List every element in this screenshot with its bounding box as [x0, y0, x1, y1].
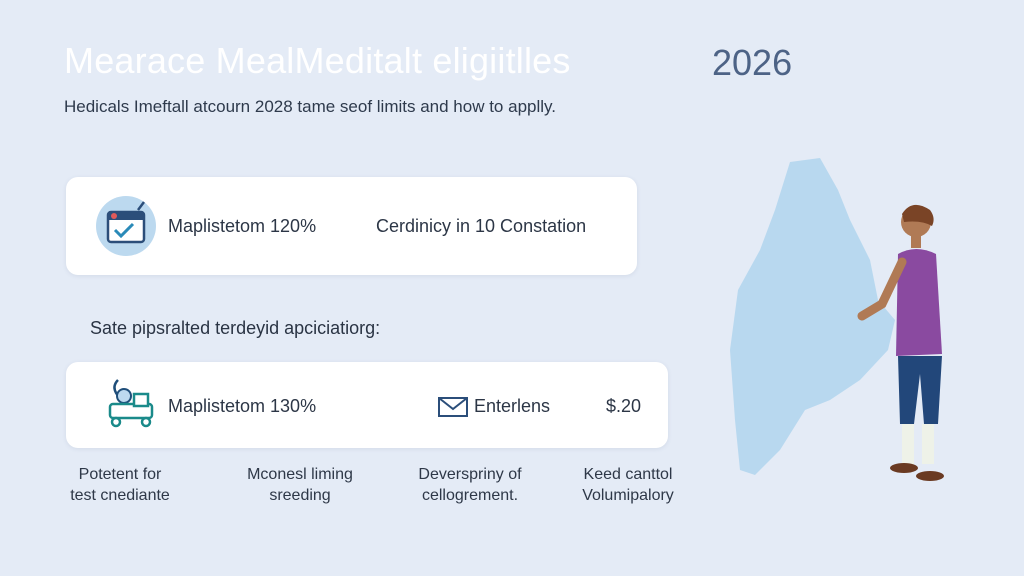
vehicle-icon [108, 379, 154, 428]
footer-line: Keed canttol [583, 466, 673, 483]
mail-icon [438, 397, 468, 417]
footer-item: Potetent for test cnediante [70, 464, 170, 506]
footer-line: Mconesl liming [247, 466, 353, 483]
footer-line: Deverspriny of [418, 466, 522, 483]
section-label: Sate pipsralted terdeyid apciciatiorg: [90, 318, 381, 338]
calendar-icon [96, 196, 156, 256]
person-shirt [896, 249, 942, 356]
footer-item: Mconesl liming sreeding [230, 464, 370, 506]
footer-line: sreeding [269, 487, 331, 504]
card-text: Cerdinicy in 10 Constation [376, 216, 587, 236]
subtitle: Hedicals Imeftall atcourn 2028 tame seof… [64, 97, 556, 116]
illustration [730, 158, 944, 481]
footer-item: Deverspriny of cellogrement. [400, 464, 540, 506]
footer-line: cellogrement. [421, 487, 519, 504]
footer-line: Volumipalory [582, 487, 674, 504]
footer-item: Keed canttol Volumipalory [560, 464, 696, 506]
person-pants [898, 356, 942, 424]
card-label: Maplistetom 130% [168, 396, 317, 416]
footer-line: Potetent for [78, 466, 162, 483]
year: 2026 [712, 42, 793, 83]
card: Maplistetom 120% Cerdinicy in 10 Constat… [66, 177, 637, 275]
map-shape [730, 158, 895, 475]
title: Mearace MealMeditalt eligiitlles [64, 40, 571, 81]
card-text: Enterlens [474, 396, 551, 416]
card-amount: $.20 [606, 396, 642, 416]
card: Maplistetom 130% Enterlens $.20 [66, 362, 668, 448]
card-label: Maplistetom 120% [168, 216, 317, 236]
footer-line: test cnediante [70, 487, 170, 504]
